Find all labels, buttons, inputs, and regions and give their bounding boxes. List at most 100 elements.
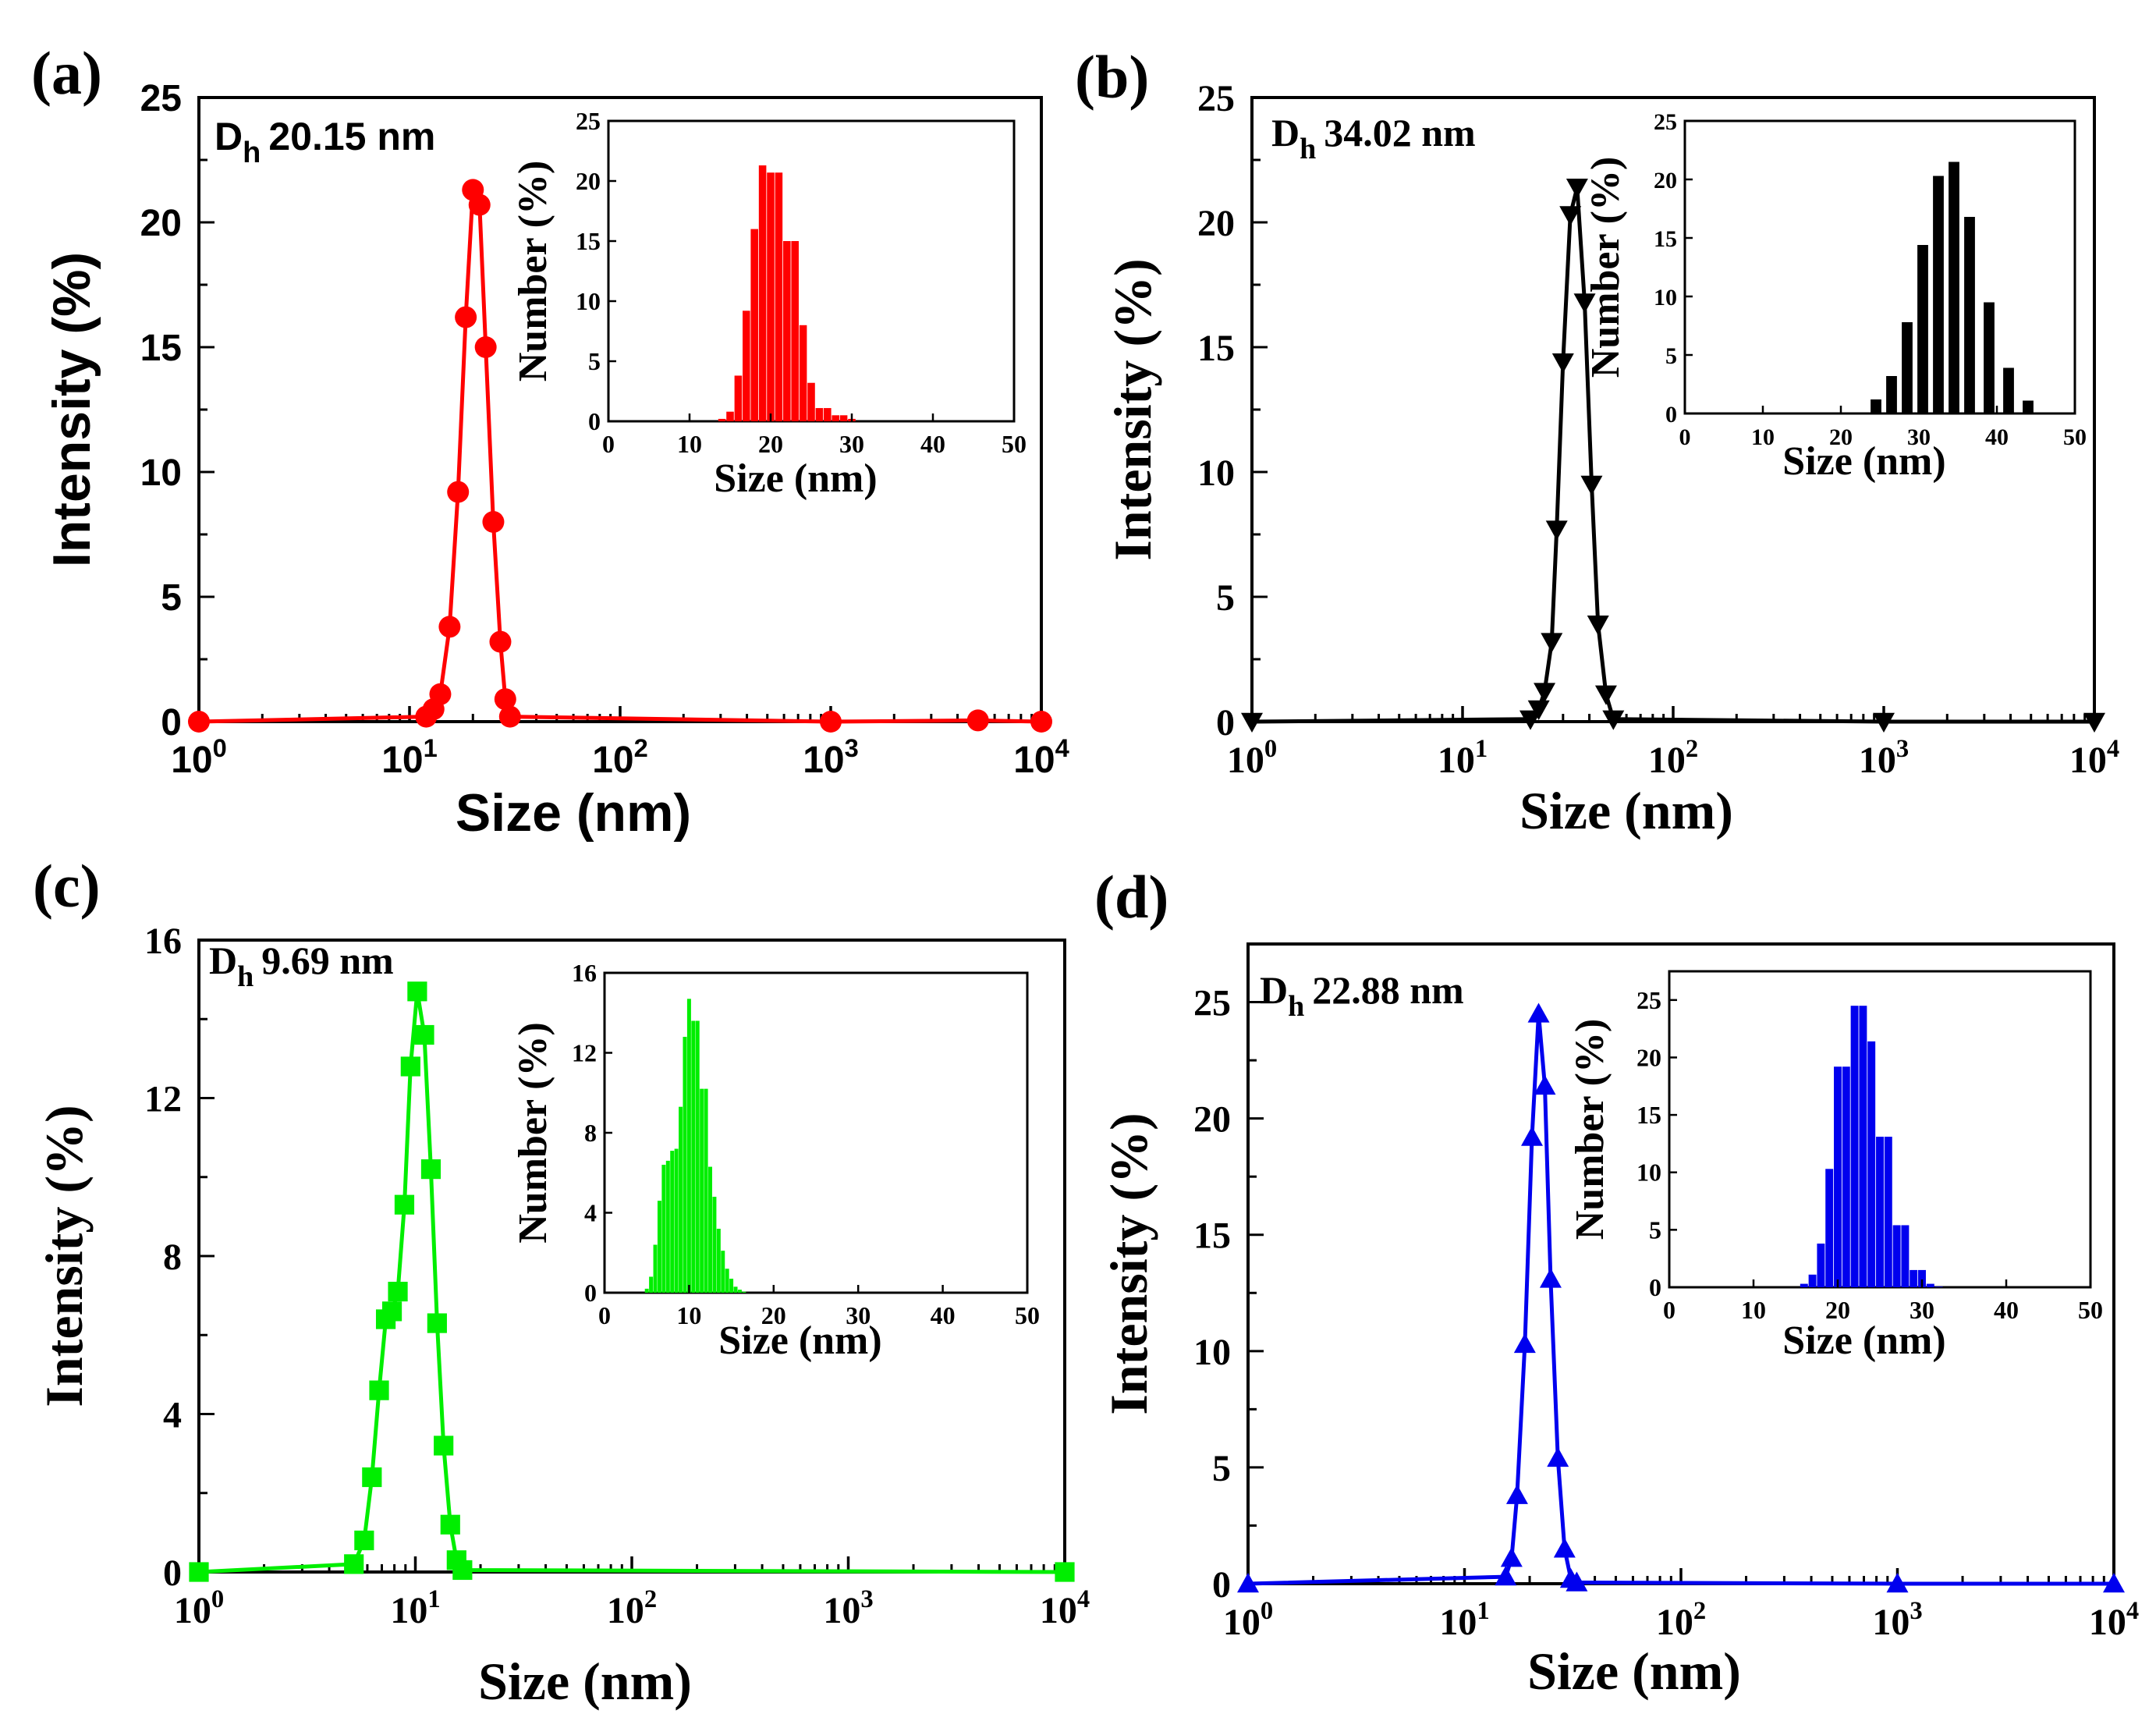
y-tick-label: 5 [1216, 577, 1235, 619]
inset-x-tick-label: 10 [1741, 1296, 1766, 1324]
inset-y-tick-label: 0 [1649, 1273, 1661, 1301]
data-point [1602, 710, 1625, 730]
histogram-bar [1918, 1269, 1926, 1287]
dh-symbol-a: D [215, 115, 243, 158]
x-tick-base: 10 [1013, 740, 1055, 781]
x-tick-base: 10 [174, 1590, 211, 1631]
inset-y-tick-label: 16 [572, 959, 597, 987]
histogram-bar [742, 1291, 746, 1293]
inset-x-tick-label: 20 [1825, 1296, 1850, 1324]
inset-y-tick-label: 5 [588, 347, 601, 375]
panel-label-a: (a) [31, 39, 102, 107]
y-tick-label: 0 [163, 1553, 182, 1594]
data-point [1527, 1002, 1550, 1023]
histogram-bar [758, 165, 767, 422]
inset-x-tick-label: 10 [677, 430, 702, 458]
y-tick-label: 20 [140, 203, 182, 244]
histogram-bar [725, 1269, 729, 1293]
x-tick-exponent: 0 [213, 733, 227, 762]
x-tick-label: 103 [1872, 1597, 1922, 1643]
data-point [452, 1560, 473, 1581]
inset-y-axis-label-b: Number (%) [1583, 157, 1628, 378]
x-tick-base: 10 [1227, 740, 1264, 781]
x-tick-base: 10 [1656, 1602, 1693, 1643]
x-tick-label: 104 [2089, 1597, 2139, 1643]
histogram-bar [807, 382, 815, 421]
y-axis-label-a: Intensity (%) [42, 252, 101, 567]
x-tick-label: 100 [1223, 1597, 1273, 1643]
histogram-bar [1949, 161, 1959, 413]
data-point [400, 1056, 420, 1077]
y-tick-label: 0 [1212, 1564, 1231, 1606]
inset-x-tick-label: 0 [1663, 1296, 1676, 1324]
inset-x-tick-label: 0 [1679, 424, 1691, 450]
data-point [1534, 683, 1556, 703]
inset-x-tick-label: 20 [758, 430, 783, 458]
y-tick-label: 8 [163, 1237, 182, 1278]
y-tick-label: 5 [161, 577, 182, 619]
inset-x-tick-label: 40 [931, 1301, 956, 1329]
histogram-bar [1902, 322, 1913, 413]
inset-y-tick-label: 20 [1637, 1043, 1661, 1071]
dh-annotation-c: Dh 9.69 nm [209, 939, 394, 993]
histogram-bar [674, 1148, 679, 1293]
histogram-bar [679, 1106, 683, 1293]
y-tick-label: 15 [1193, 1215, 1231, 1257]
inset-plot-c: 0 10 20 30 40 50 0 4 8 12 16 Size (nm) Number (%) [511, 959, 1040, 1363]
data-point [1527, 700, 1550, 720]
inset-x-tick-label: 50 [2078, 1296, 2103, 1324]
data-point [1547, 1446, 1569, 1467]
histogram-bar [1842, 1066, 1850, 1287]
histogram-bar [791, 241, 799, 421]
histogram-bar [1917, 245, 1928, 413]
inset-frame-a [607, 119, 1016, 423]
data-point [966, 709, 989, 732]
inset-x-tick-label: 50 [1015, 1301, 1040, 1329]
y-axis-label-b: Intensity (%) [1103, 258, 1162, 560]
data-point [447, 481, 470, 503]
data-point [2103, 1573, 2125, 1593]
x-tick-label: 104 [1040, 1585, 1090, 1631]
inset-y-tick-label: 12 [572, 1039, 597, 1067]
y-tick-label: 10 [1197, 452, 1235, 494]
x-tick-exponent: 3 [860, 1585, 873, 1613]
histogram-bar [839, 415, 848, 421]
dh-subscript-b: h [1300, 133, 1316, 165]
histogram-bar [832, 415, 839, 421]
inset-x-tick-label: 20 [761, 1301, 786, 1329]
inset-x-tick-label: 10 [676, 1301, 701, 1329]
dh-subscript-d: h [1288, 990, 1304, 1023]
histogram-bar [712, 1197, 717, 1293]
x-tick-exponent: 1 [1477, 1597, 1489, 1625]
histogram-bar [729, 1279, 734, 1293]
x-axis-label-d: Size (nm) [1527, 1641, 1741, 1701]
y-tick-label: 5 [1212, 1448, 1231, 1489]
data-point [498, 705, 521, 728]
inset-y-tick-label: 25 [1637, 986, 1661, 1014]
histogram-bar [737, 1290, 742, 1293]
data-point [381, 1301, 402, 1322]
data-point [1573, 293, 1596, 314]
histogram-bar [1876, 1137, 1884, 1287]
inset-x-axis-label-c: Size (nm) [718, 1318, 881, 1363]
dh-annotation-a: Dh 20.15 nm [215, 115, 435, 169]
histogram-bar [1886, 376, 1897, 413]
y-tick-label: 15 [140, 328, 182, 369]
histogram-bar [2046, 412, 2057, 413]
data-point [189, 1562, 209, 1582]
dh-annotation-b: Dh 34.02 nm [1271, 111, 1476, 165]
data-point [440, 1514, 460, 1535]
data-point [1541, 633, 1563, 653]
histogram-bar [1884, 1137, 1892, 1287]
data-point [1513, 1333, 1536, 1354]
histogram-bar [700, 1088, 704, 1293]
x-tick-label: 102 [1656, 1597, 1706, 1643]
panel-d: (d) Dh 22.88 nm 100 101 102 103 1040510152025… [1094, 863, 2139, 1701]
histogram-bar [734, 375, 743, 421]
data-point [438, 616, 461, 638]
data-point [1500, 1547, 1523, 1567]
histogram-bar [750, 229, 758, 421]
